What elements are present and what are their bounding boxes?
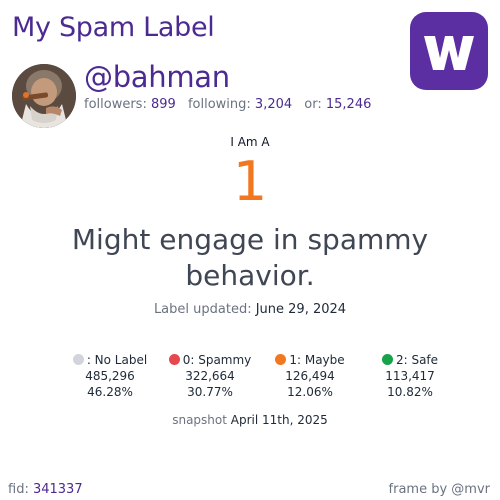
- label-description: Might engage in spammy behavior.: [71, 223, 429, 292]
- category-count: 322,664: [185, 369, 235, 383]
- profile-stats: followers: 899 following: 3,204 or: 15,2…: [84, 97, 371, 112]
- category-count: 113,417: [385, 369, 435, 383]
- distribution-item-no-label: : No Label 485,296 46.28%: [60, 352, 160, 400]
- label-updated-label: Label updated:: [153, 302, 252, 317]
- spam-label-value: 1: [232, 150, 268, 213]
- snapshot-label: snapshot: [172, 413, 227, 427]
- snapshot-value: April 11th, 2025: [230, 413, 328, 427]
- green-dot-icon: [381, 354, 393, 365]
- distribution-item-maybe: 1: Maybe 126,494 12.06%: [260, 352, 360, 400]
- snapshot-date: snapshot April 11th, 2025: [0, 413, 500, 427]
- category-percent: 46.28%: [87, 385, 133, 399]
- label-intro: I Am A: [230, 135, 270, 149]
- fid-label: fid:: [8, 482, 29, 497]
- category-percent: 10.82%: [387, 385, 433, 399]
- label-updated: Label updated: June 29, 2024: [0, 302, 500, 317]
- or-label: or:: [304, 97, 322, 112]
- category-label: : No Label: [86, 353, 148, 367]
- category-label: 0: Spammy: [182, 353, 252, 367]
- category-label: 2: Safe: [395, 353, 439, 367]
- followers-count: 899: [150, 97, 176, 112]
- fid-value: 341337: [32, 482, 83, 497]
- page-title: My Spam Label: [12, 12, 215, 43]
- distribution-item-safe: 2: Safe 113,417 10.82%: [360, 352, 460, 400]
- following-label: following:: [187, 97, 251, 112]
- frame-credit: frame by @mvr: [388, 482, 490, 497]
- following-count: 3,204: [254, 97, 293, 112]
- label-distribution: : No Label 485,296 46.28% 0: Spammy 322,…: [60, 352, 460, 400]
- gray-dot-icon: [72, 354, 84, 365]
- label-updated-date: June 29, 2024: [255, 302, 347, 317]
- followers-label: followers:: [84, 97, 147, 112]
- w-logo-icon: [424, 36, 474, 70]
- fid-info: fid: 341337: [8, 482, 83, 497]
- profile-handle: @bahman: [84, 60, 230, 94]
- category-count: 485,296: [85, 369, 135, 383]
- category-count: 126,494: [285, 369, 335, 383]
- red-dot-icon: [168, 354, 180, 365]
- orange-dot-icon: [275, 354, 287, 365]
- distribution-item-spammy: 0: Spammy 322,664 30.77%: [160, 352, 260, 400]
- category-label: 1: Maybe: [289, 353, 345, 367]
- category-percent: 30.77%: [187, 385, 233, 399]
- category-percent: 12.06%: [287, 385, 333, 399]
- or-count: 15,246: [325, 97, 372, 112]
- profile-photo-icon: [12, 64, 76, 128]
- app-logo: [410, 12, 488, 90]
- avatar: [12, 64, 76, 128]
